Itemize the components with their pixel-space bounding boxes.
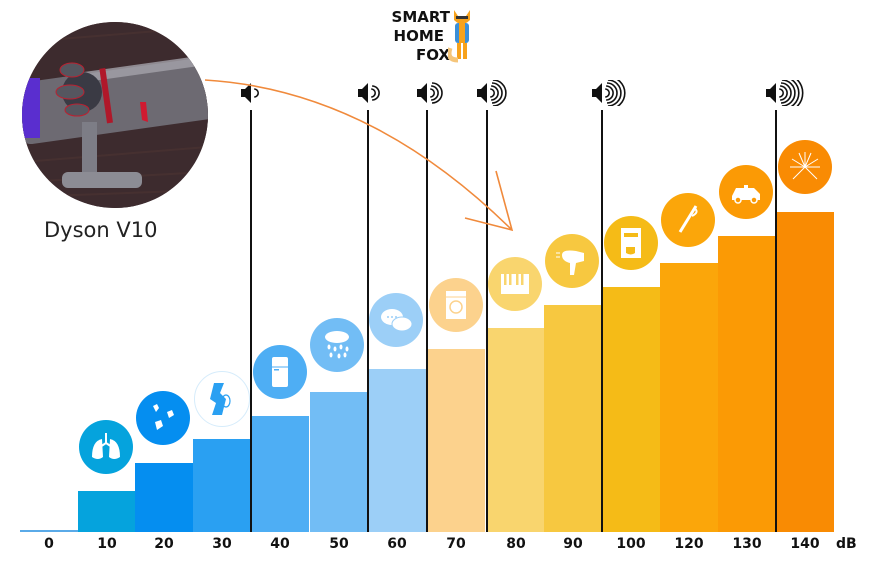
- bar-120db: [660, 263, 718, 532]
- tick-label: 10: [97, 536, 117, 552]
- bar-20db: [135, 463, 193, 532]
- speaker-volume-icon: [417, 80, 457, 106]
- tick-label: 80: [506, 536, 526, 552]
- dyson-v10-photo: [22, 22, 208, 208]
- bar-130db: [718, 236, 776, 532]
- tick-label: 70: [446, 536, 466, 552]
- bar-60db: [368, 369, 426, 532]
- speaker-volume-icon: [477, 79, 517, 107]
- tick-label: 120: [674, 536, 704, 552]
- tick-label: 0: [44, 536, 54, 552]
- fox-mascot-icon: [448, 10, 470, 63]
- conversation-bubbles-icon: [369, 293, 423, 347]
- volume-divider-line: [486, 110, 488, 532]
- tick-label: 140: [790, 536, 820, 552]
- trombone-icon: [661, 193, 715, 247]
- bar-90db: [544, 305, 602, 532]
- x-axis-unit-label: dB: [836, 536, 857, 552]
- smart-home-fox-logo: SMART HOME FOX: [386, 8, 476, 68]
- bar-50db: [310, 392, 368, 532]
- volume-divider-line: [250, 110, 252, 532]
- hair-dryer-icon: [545, 234, 599, 288]
- piano-keys-icon: [488, 257, 542, 311]
- bar-140db: [776, 212, 834, 532]
- speaker-volume-icon: [358, 80, 398, 106]
- bar-30db: [193, 439, 251, 532]
- coffee-machine-icon: [604, 216, 658, 270]
- tick-label: 90: [563, 536, 583, 552]
- tick-label: 20: [154, 536, 174, 552]
- lungs-breathing-icon: [79, 420, 133, 474]
- fireworks-icon: [778, 140, 832, 194]
- volume-divider-line: [367, 110, 369, 532]
- product-caption: Dyson V10: [44, 218, 158, 242]
- bar-100db: [602, 287, 660, 532]
- whisper-face-ear-icon: [194, 371, 250, 427]
- logo-line-1: SMART: [391, 8, 450, 26]
- falling-leaves-icon: [136, 391, 190, 445]
- tick-label: 30: [212, 536, 232, 552]
- bar-0db: [20, 530, 78, 532]
- bar-10db: [78, 491, 136, 532]
- washing-machine-icon: [429, 278, 483, 332]
- tick-label: 100: [616, 536, 646, 552]
- tick-label: 130: [732, 536, 762, 552]
- tick-label: 50: [329, 536, 349, 552]
- refrigerator-icon: [253, 345, 307, 399]
- logo-line-3: FOX: [415, 46, 450, 64]
- speaker-volume-icon: [241, 80, 281, 106]
- bar-80db: [487, 328, 545, 532]
- bar-70db: [427, 349, 485, 532]
- volume-divider-line: [775, 110, 777, 532]
- volume-divider-line: [426, 110, 428, 532]
- rain-cloud-icon: [310, 318, 364, 372]
- police-car-icon: [719, 165, 773, 219]
- tick-label: 40: [270, 536, 290, 552]
- volume-divider-line: [601, 110, 603, 532]
- speaker-volume-icon: [592, 76, 632, 110]
- logo-line-2: HOME: [393, 27, 444, 45]
- tick-label: 60: [387, 536, 407, 552]
- bar-40db: [251, 416, 309, 532]
